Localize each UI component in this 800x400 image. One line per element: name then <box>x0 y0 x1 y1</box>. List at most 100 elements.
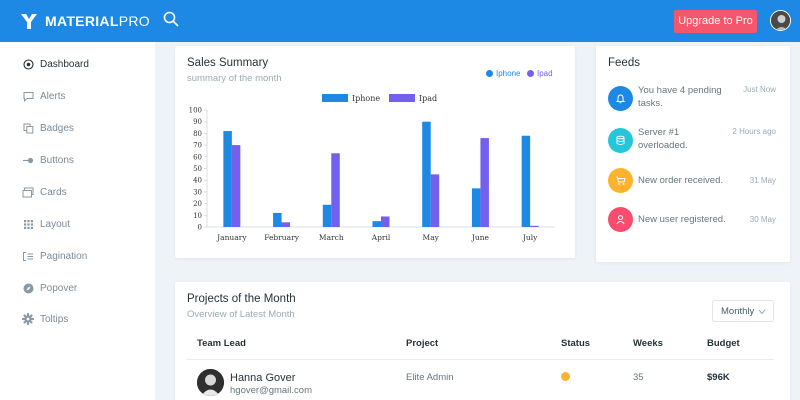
legend-iphone: Iphone <box>486 69 520 78</box>
project-name: Elite Admin <box>406 372 454 383</box>
feed-text: New user registered. <box>638 214 726 225</box>
sidebar-item-dashboard[interactable]: Dashboard <box>22 56 89 72</box>
sidebar-item-label: Toltips <box>40 313 69 325</box>
avatar-image <box>197 369 224 396</box>
logo-icon <box>21 14 37 29</box>
chart-bar-iphone <box>422 121 431 227</box>
sales-bar-chart: Iphone Ipad 0 10 20 30 40 50 60 70 80 90 100 January F… <box>189 94 555 242</box>
chart-legend-swatch <box>389 94 415 102</box>
target-icon <box>22 58 34 70</box>
sidebar-item-label: Badges <box>40 122 74 134</box>
y-tick-label: 100 <box>189 107 202 115</box>
feed-item[interactable]: New user registered. 30 May <box>608 205 778 235</box>
server-icon <box>608 128 633 153</box>
sidebar <box>0 42 155 400</box>
feed-time: 2 Hours ago <box>732 127 776 136</box>
x-tick-label: July <box>522 233 538 242</box>
month-select-value: Monthly <box>721 305 755 317</box>
column-header-weeks: Weeks <box>633 338 663 349</box>
legend-label-ipad: Ipad <box>537 69 553 78</box>
feed-text: New order received. <box>638 175 724 186</box>
y-tick-label: 70 <box>193 142 202 150</box>
copy-icon <box>22 122 34 134</box>
chart-bar-iphone <box>471 188 481 227</box>
y-tick-label: 40 <box>193 177 202 185</box>
projects-title: Projects of the Month <box>187 293 296 305</box>
user-icon <box>608 207 633 232</box>
month-select[interactable]: Monthly <box>712 300 774 322</box>
chart-bar-ipad <box>381 216 390 227</box>
status-indicator <box>561 372 570 381</box>
search-icon[interactable] <box>162 10 180 28</box>
compass-icon <box>22 282 34 294</box>
y-tick-label: 50 <box>193 165 202 173</box>
sidebar-item-toltips[interactable]: Toltips <box>22 311 68 327</box>
grid-icon <box>22 218 34 230</box>
chart-bar-iphone <box>322 204 332 227</box>
x-tick-label: April <box>371 233 391 242</box>
x-tick-label: January <box>216 233 247 242</box>
x-tick-label: June <box>471 233 490 242</box>
sidebar-item-label: Popover <box>40 282 78 294</box>
brand-name-bold: MATERIAL <box>45 13 119 29</box>
y-tick-label: 80 <box>193 130 202 138</box>
message-icon <box>22 90 34 102</box>
sidebar-item-label: Pagination <box>40 250 88 262</box>
x-tick-label: March <box>319 233 344 242</box>
avatar-image <box>771 11 790 30</box>
legend-dot-ipad <box>527 70 534 77</box>
feed-item[interactable]: You have 4 pending tasks. Just Now <box>608 84 778 114</box>
y-tick-label: 0 <box>198 224 202 232</box>
user-avatar[interactable] <box>770 10 791 31</box>
chart-legend-label: Ipad <box>419 94 437 103</box>
sidebar-item-pagination[interactable]: Pagination <box>22 248 87 264</box>
sidebar-item-label: Buttons <box>40 154 74 166</box>
projects-card <box>175 282 790 400</box>
column-header-status: Status <box>561 338 591 349</box>
chart-bar-ipad <box>281 222 291 227</box>
chart-bar-ipad <box>480 138 489 227</box>
chart-bar-iphone <box>223 131 232 227</box>
chart-bar-ipad <box>231 145 241 227</box>
y-tick-label: 60 <box>193 153 202 161</box>
y-tick-label: 10 <box>193 212 202 220</box>
sidebar-item-cards[interactable]: Cards <box>22 184 67 200</box>
feed-item[interactable]: New order received. 31 May <box>608 166 778 196</box>
upgrade-button[interactable]: Upgrade to Pro <box>674 10 757 33</box>
chart-bar-ipad <box>430 174 440 227</box>
sidebar-item-alerts[interactable]: Alerts <box>22 88 66 104</box>
chart-bar-ipad <box>530 225 539 227</box>
projects-subtitle: Overview of Latest Month <box>187 309 295 320</box>
budget-value: $96K <box>707 372 730 383</box>
feed-item[interactable]: Server #1 overloaded. 2 Hours ago <box>608 126 778 156</box>
chart-bar-iphone <box>372 221 381 227</box>
feeds-title: Feeds <box>608 57 640 69</box>
sidebar-item-badges[interactable]: Badges <box>22 120 74 136</box>
legend-dot-iphone <box>486 70 493 77</box>
legend-ipad: Ipad <box>527 69 553 78</box>
chart-legend-swatch <box>322 94 348 102</box>
sales-summary-subtitle: summary of the month <box>187 73 282 84</box>
sidebar-item-buttons[interactable]: Buttons <box>22 152 74 168</box>
sidebar-item-popover[interactable]: Popover <box>22 280 77 296</box>
legend-label-iphone: Iphone <box>496 69 521 78</box>
team-lead-name: Hanna Gover <box>230 372 296 384</box>
column-header-team-lead: Team Lead <box>197 338 246 349</box>
feed-text: Server #1 overloaded. <box>638 127 688 151</box>
column-header-project: Project <box>406 338 439 349</box>
feed-text: You have 4 pending tasks. <box>638 85 722 109</box>
sidebar-item-label: Cards <box>40 186 67 198</box>
brand-logo[interactable]: MATERIALPRO <box>20 11 150 31</box>
table-divider <box>187 359 774 360</box>
chart-bar-iphone <box>273 212 282 227</box>
brand-name: MATERIALPRO <box>45 13 150 29</box>
team-lead-email: hgover@gmail.com <box>230 385 312 396</box>
cart-icon <box>608 168 633 193</box>
sidebar-item-layout[interactable]: Layout <box>22 216 70 232</box>
sidebar-item-label: Dashboard <box>40 58 89 70</box>
y-tick-label: 20 <box>193 200 202 208</box>
cards-icon <box>22 186 34 198</box>
feed-time: Just Now <box>743 85 776 94</box>
column-header-budget: Budget <box>707 338 740 349</box>
chart-bar-ipad <box>331 153 340 227</box>
